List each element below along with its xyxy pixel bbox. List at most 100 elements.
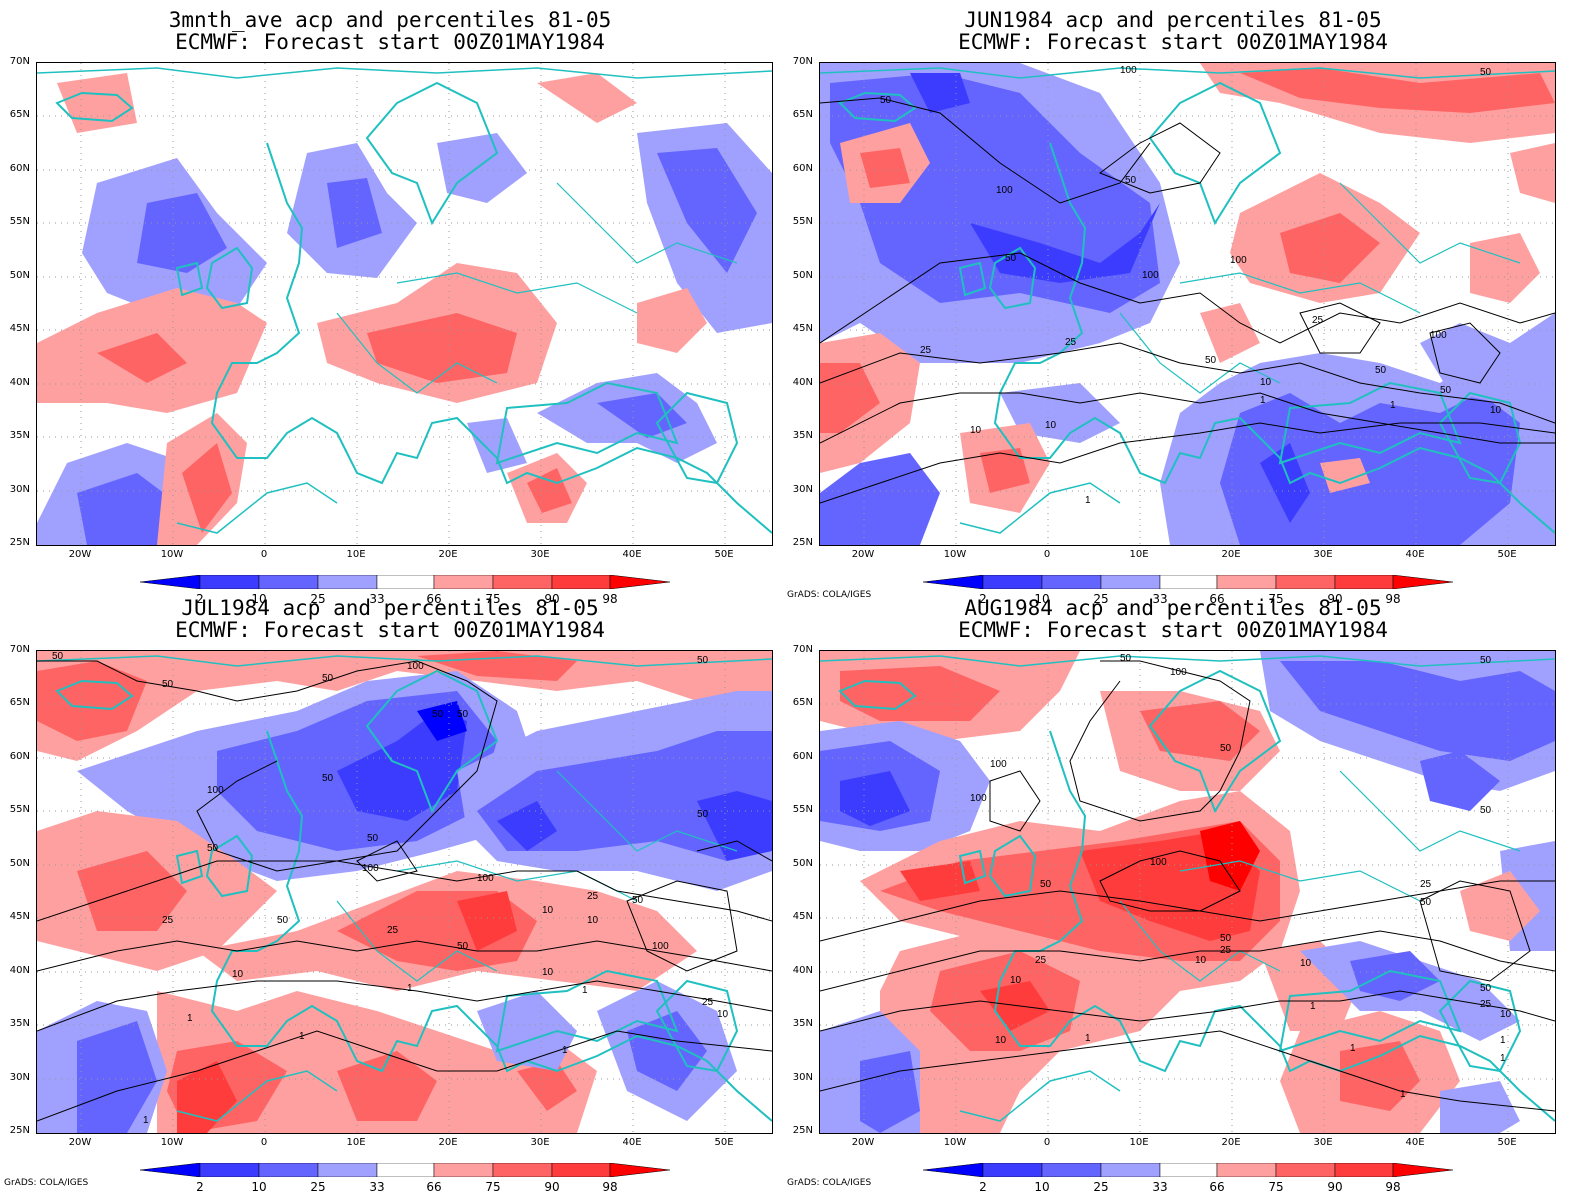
lat-tick: 40N (792, 377, 813, 388)
lon-tick: 10W (160, 549, 184, 560)
colorbar-label: 2 (196, 1180, 204, 1194)
lon-tick: 0 (260, 1137, 268, 1148)
lat-tick: 30N (792, 1072, 813, 1083)
lon-tick: 30E (530, 1137, 550, 1148)
colorbar-label: 75 (485, 1180, 501, 1194)
colorbar-label: 25 (310, 1180, 326, 1194)
lat-tick: 25N (9, 537, 30, 548)
lon-tick: 30E (530, 549, 550, 560)
lon-tick: 20W (851, 1137, 875, 1148)
panel-title: JUN1984 acp and percentiles 81-05 (964, 8, 1382, 32)
svg-text:10: 10 (1045, 420, 1057, 431)
lat-tick: 35N (9, 1018, 30, 1029)
colorbar-label: 33 (369, 592, 385, 606)
lon-tick: 40E (622, 1137, 642, 1148)
lon-tick: 0 (1043, 549, 1051, 560)
lat-tick: 30N (792, 484, 813, 495)
svg-text:100: 100 (1142, 270, 1159, 281)
svg-text:50: 50 (367, 833, 379, 844)
svg-text:100: 100 (1170, 667, 1187, 678)
panel-subtitle: ECMWF: Forecast start 00Z01MAY1984 (958, 618, 1388, 642)
lat-tick: 40N (9, 965, 30, 976)
lat-tick: 50N (792, 858, 813, 869)
lat-tick: 60N (9, 751, 30, 762)
colorbar-label: 10 (1034, 1180, 1050, 1194)
svg-text:50: 50 (207, 843, 219, 854)
svg-text:100: 100 (996, 185, 1013, 196)
svg-text:50: 50 (277, 915, 289, 926)
svg-text:50: 50 (1420, 897, 1432, 908)
colorbar-label: 90 (544, 592, 560, 606)
lat-tick: 45N (9, 911, 30, 922)
colorbar-label: 75 (1268, 1180, 1284, 1194)
map-field: 50 100 50 50 100 100 25 25 50 10 1 10 10 100 50 10… (820, 63, 1555, 545)
lat-tick: 40N (9, 377, 30, 388)
colorbar (140, 575, 670, 589)
map-panel-jun1984: JUN1984 acp and percentiles 81-05 ECMWF:… (783, 0, 1563, 606)
colorbar (140, 1163, 670, 1177)
lon-tick: 10E (1129, 549, 1149, 560)
svg-text:25: 25 (920, 345, 932, 356)
map-panel-aug1984: AUG1984 acp and percentiles 81-05 ECMWF:… (783, 588, 1563, 1194)
svg-text:1: 1 (1390, 400, 1396, 411)
svg-text:25: 25 (1312, 315, 1324, 326)
svg-text:10: 10 (1010, 975, 1022, 986)
colorbar-label: 25 (310, 592, 326, 606)
lat-tick: 60N (792, 163, 813, 174)
colorbar-label: 33 (1152, 592, 1168, 606)
svg-text:10: 10 (1300, 958, 1312, 969)
colorbar-label: 10 (1034, 592, 1050, 606)
svg-text:50: 50 (162, 679, 174, 690)
lon-tick: 10W (943, 549, 967, 560)
lat-tick: 65N (9, 109, 30, 120)
svg-text:50: 50 (697, 809, 709, 820)
lon-tick: 30E (1313, 1137, 1333, 1148)
svg-text:10: 10 (1260, 377, 1272, 388)
svg-text:50: 50 (1480, 983, 1492, 994)
lon-tick: 20E (1221, 1137, 1241, 1148)
grads-credit: GrADS: COLA/IGES (787, 1178, 872, 1188)
lat-tick: 65N (9, 697, 30, 708)
lon-tick: 20E (438, 549, 458, 560)
svg-text:1: 1 (143, 1115, 149, 1126)
svg-text:1: 1 (187, 1013, 193, 1024)
lat-tick: 40N (792, 965, 813, 976)
colorbar-label: 2 (196, 592, 204, 606)
lat-tick: 50N (792, 270, 813, 281)
svg-text:10: 10 (232, 969, 244, 980)
svg-text:50: 50 (1040, 879, 1052, 890)
svg-text:1: 1 (299, 1031, 305, 1042)
svg-text:1: 1 (1350, 1043, 1356, 1054)
colorbar-label: 90 (1327, 592, 1343, 606)
svg-text:1: 1 (407, 983, 413, 994)
svg-text:50: 50 (1005, 253, 1017, 264)
lat-tick: 35N (792, 1018, 813, 1029)
map-panel-3mnth: 3mnth_ave acp and percentiles 81-05 ECMW… (0, 0, 780, 606)
svg-text:10: 10 (1195, 955, 1207, 966)
lon-tick: 20E (438, 1137, 458, 1148)
lat-tick: 30N (9, 1072, 30, 1083)
svg-text:50: 50 (1375, 365, 1387, 376)
lat-tick: 60N (9, 163, 30, 174)
lon-tick: 20E (1221, 549, 1241, 560)
svg-text:1: 1 (1400, 1089, 1406, 1100)
colorbar-label: 2 (979, 592, 987, 606)
svg-text:25: 25 (1420, 879, 1432, 890)
svg-text:50: 50 (1205, 355, 1217, 366)
lat-tick: 45N (9, 323, 30, 334)
svg-text:50: 50 (1125, 175, 1137, 186)
lon-tick: 40E (1405, 1137, 1425, 1148)
svg-text:50: 50 (457, 709, 469, 720)
lon-tick: 10W (160, 1137, 184, 1148)
svg-text:25: 25 (587, 891, 599, 902)
lat-tick: 45N (792, 911, 813, 922)
svg-text:1: 1 (1500, 1053, 1506, 1064)
svg-text:100: 100 (407, 661, 424, 672)
svg-text:1: 1 (582, 985, 588, 996)
svg-text:25: 25 (387, 925, 399, 936)
svg-text:100: 100 (1150, 857, 1167, 868)
lat-tick: 70N (792, 56, 813, 67)
svg-text:10: 10 (1500, 1009, 1512, 1020)
lat-tick: 70N (9, 644, 30, 655)
